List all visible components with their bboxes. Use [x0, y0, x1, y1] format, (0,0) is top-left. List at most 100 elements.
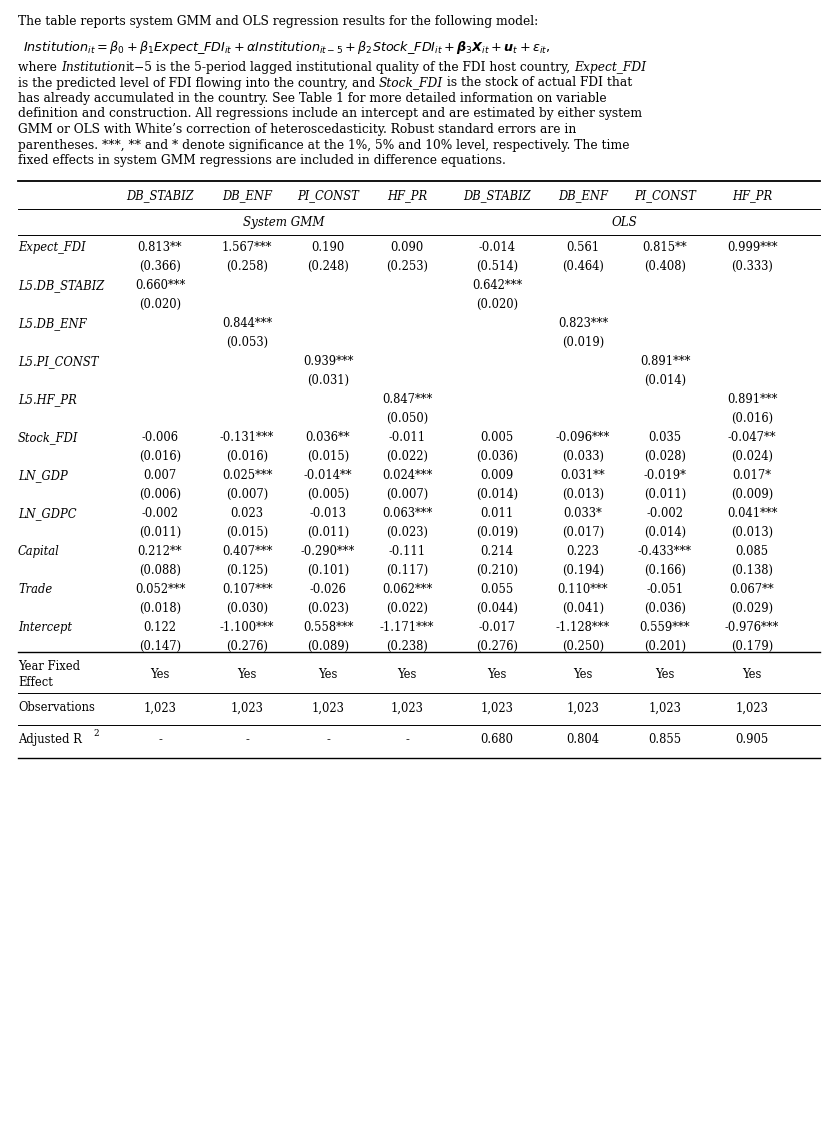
- Text: 0.891***: 0.891***: [639, 356, 690, 368]
- Text: 1,023: 1,023: [648, 702, 681, 714]
- Text: (0.007): (0.007): [385, 488, 427, 501]
- Text: LN_GDPC: LN_GDPC: [18, 507, 76, 521]
- Text: Observations: Observations: [18, 702, 94, 714]
- Text: (0.248): (0.248): [307, 260, 349, 273]
- Text: Year Fixed: Year Fixed: [18, 661, 80, 673]
- Text: (0.250): (0.250): [561, 640, 604, 653]
- Text: 0.085: 0.085: [735, 546, 767, 558]
- Text: (0.089): (0.089): [307, 640, 349, 653]
- Text: 0.107***: 0.107***: [222, 583, 272, 597]
- Text: Yes: Yes: [150, 669, 170, 681]
- Text: 0.025***: 0.025***: [222, 470, 272, 482]
- Text: Expect_FDI: Expect_FDI: [573, 61, 645, 74]
- Text: 0.024***: 0.024***: [381, 470, 431, 482]
- Text: (0.201): (0.201): [643, 640, 686, 653]
- Text: 0.407***: 0.407***: [222, 546, 272, 558]
- Text: (0.031): (0.031): [307, 374, 349, 387]
- Text: (0.030): (0.030): [226, 601, 268, 615]
- Text: 0.999***: 0.999***: [726, 241, 777, 255]
- Text: 0.855: 0.855: [648, 733, 681, 747]
- Text: (0.147): (0.147): [139, 640, 181, 653]
- Text: has already accumulated in the country. See Table 1 for more detailed informatio: has already accumulated in the country. …: [18, 92, 606, 105]
- Text: (0.016): (0.016): [226, 450, 268, 463]
- Text: Capital: Capital: [18, 546, 59, 558]
- Text: 0.017*: 0.017*: [732, 470, 771, 482]
- Text: 0.905: 0.905: [735, 733, 767, 747]
- Text: -0.290***: -0.290***: [300, 546, 354, 558]
- Text: 1.567***: 1.567***: [222, 241, 272, 255]
- Text: 0.052***: 0.052***: [135, 583, 185, 597]
- Text: 0.660***: 0.660***: [135, 280, 185, 292]
- Text: (0.017): (0.017): [561, 526, 604, 539]
- Text: 0.122: 0.122: [143, 622, 176, 634]
- Text: (0.014): (0.014): [643, 526, 686, 539]
- Text: (0.036): (0.036): [643, 601, 686, 615]
- Text: 0.559***: 0.559***: [639, 622, 690, 634]
- Text: DB_STABIZ: DB_STABIZ: [462, 190, 530, 202]
- Text: 1,023: 1,023: [566, 702, 599, 714]
- Text: 0.041***: 0.041***: [726, 507, 777, 521]
- Text: L5.DB_ENF: L5.DB_ENF: [18, 317, 86, 331]
- Text: Yes: Yes: [318, 669, 337, 681]
- Text: (0.005): (0.005): [307, 488, 349, 501]
- Text: (0.088): (0.088): [139, 564, 181, 576]
- Text: -: -: [158, 733, 161, 747]
- Text: Yes: Yes: [742, 669, 761, 681]
- Text: (0.276): (0.276): [226, 640, 268, 653]
- Text: (0.166): (0.166): [643, 564, 686, 576]
- Text: L5.HF_PR: L5.HF_PR: [18, 393, 77, 407]
- Text: (0.333): (0.333): [730, 260, 772, 273]
- Text: (0.210): (0.210): [476, 564, 517, 576]
- Text: (0.015): (0.015): [226, 526, 268, 539]
- Text: (0.101): (0.101): [307, 564, 349, 576]
- Text: 2: 2: [94, 730, 99, 739]
- Text: 0.036**: 0.036**: [305, 432, 349, 445]
- Text: 0.939***: 0.939***: [303, 356, 353, 368]
- Text: (0.011): (0.011): [307, 526, 349, 539]
- Text: -0.006: -0.006: [141, 432, 178, 445]
- Text: -0.014: -0.014: [478, 241, 515, 255]
- Text: 0.063***: 0.063***: [381, 507, 431, 521]
- Text: 1,023: 1,023: [480, 702, 512, 714]
- Text: Intercept: Intercept: [18, 622, 72, 634]
- Text: definition and construction. All regressions include an intercept and are estima: definition and construction. All regress…: [18, 108, 641, 121]
- Text: -1.128***: -1.128***: [555, 622, 609, 634]
- Text: -0.111: -0.111: [388, 546, 425, 558]
- Text: (0.006): (0.006): [139, 488, 181, 501]
- Text: 0.090: 0.090: [390, 241, 423, 255]
- Text: OLS: OLS: [611, 216, 636, 230]
- Text: -0.047**: -0.047**: [726, 432, 775, 445]
- Text: (0.014): (0.014): [643, 374, 686, 387]
- Text: The table reports system GMM and OLS regression results for the following model:: The table reports system GMM and OLS reg…: [18, 15, 538, 28]
- Text: (0.024): (0.024): [730, 450, 772, 463]
- Text: (0.366): (0.366): [139, 260, 181, 273]
- Text: (0.022): (0.022): [385, 450, 427, 463]
- Text: 0.055: 0.055: [480, 583, 513, 597]
- Text: 0.067**: 0.067**: [729, 583, 773, 597]
- Text: -: -: [405, 733, 409, 747]
- Text: Yes: Yes: [237, 669, 257, 681]
- Text: 1,023: 1,023: [311, 702, 344, 714]
- Text: (0.238): (0.238): [385, 640, 427, 653]
- Text: Stock_FDI: Stock_FDI: [18, 432, 79, 445]
- Text: parentheses. ***, ** and * denote significance at the 1%, 5% and 10% level, resp: parentheses. ***, ** and * denote signif…: [18, 139, 629, 151]
- Text: -0.976***: -0.976***: [724, 622, 778, 634]
- Text: -0.131***: -0.131***: [220, 432, 274, 445]
- Text: 0.062***: 0.062***: [381, 583, 431, 597]
- Text: PI_CONST: PI_CONST: [297, 190, 359, 202]
- Text: (0.044): (0.044): [476, 601, 517, 615]
- Text: System GMM: System GMM: [242, 216, 324, 230]
- Text: (0.253): (0.253): [385, 260, 427, 273]
- Text: 0.031**: 0.031**: [560, 470, 604, 482]
- Text: (0.014): (0.014): [476, 488, 517, 501]
- Text: 0.815**: 0.815**: [642, 241, 686, 255]
- Text: Stock_FDI: Stock_FDI: [379, 76, 443, 90]
- Text: $\mathit{Institution}_{it} = \beta_0 + \beta_1\mathit{Expect\_FDI}_{it} + \alpha: $\mathit{Institution}_{it} = \beta_0 + \…: [23, 39, 550, 56]
- Text: (0.016): (0.016): [139, 450, 181, 463]
- Text: (0.117): (0.117): [385, 564, 427, 576]
- Text: (0.029): (0.029): [730, 601, 772, 615]
- Text: it−5: it−5: [125, 61, 152, 74]
- Text: (0.009): (0.009): [730, 488, 772, 501]
- Text: L5.PI_CONST: L5.PI_CONST: [18, 356, 99, 368]
- Text: (0.276): (0.276): [476, 640, 517, 653]
